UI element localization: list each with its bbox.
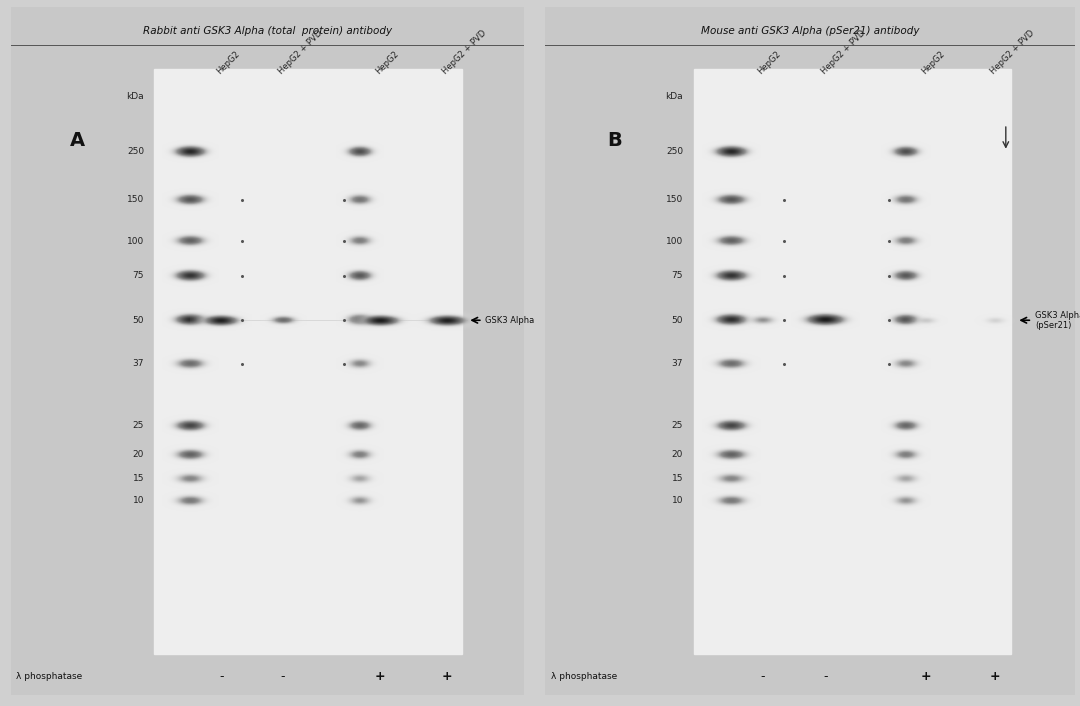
Text: HepG2: HepG2 [756, 49, 783, 76]
Text: HepG2 + PVD: HepG2 + PVD [989, 28, 1037, 76]
Text: 150: 150 [127, 196, 145, 204]
Text: 25: 25 [672, 421, 683, 430]
Text: HepG2 + PVD: HepG2 + PVD [441, 28, 488, 76]
Text: +: + [375, 669, 386, 683]
Text: -: - [281, 669, 285, 683]
Text: +: + [442, 669, 453, 683]
Text: λ phosphatase: λ phosphatase [551, 671, 617, 681]
Text: 25: 25 [133, 421, 145, 430]
Text: HepG2: HepG2 [374, 49, 401, 76]
Text: kDa: kDa [126, 92, 145, 101]
Text: λ phosphatase: λ phosphatase [16, 671, 82, 681]
Text: -: - [219, 669, 224, 683]
Text: 50: 50 [672, 316, 683, 325]
Text: HepG2: HepG2 [920, 49, 947, 76]
Bar [154, 69, 462, 654]
Text: 75: 75 [672, 271, 683, 280]
Text: B: B [607, 131, 622, 150]
Text: HepG2 + PVD: HepG2 + PVD [820, 28, 867, 76]
Text: 100: 100 [665, 237, 683, 246]
Text: kDa: kDa [665, 92, 683, 101]
Text: 15: 15 [133, 474, 145, 483]
Text: 37: 37 [133, 359, 145, 368]
Text: 15: 15 [672, 474, 683, 483]
Text: 250: 250 [666, 147, 683, 156]
Text: 150: 150 [665, 196, 683, 204]
Text: 10: 10 [672, 496, 683, 505]
Text: 75: 75 [133, 271, 145, 280]
Text: -: - [824, 669, 828, 683]
Text: +: + [921, 669, 932, 683]
Text: 100: 100 [127, 237, 145, 246]
Text: 50: 50 [133, 316, 145, 325]
Text: 10: 10 [133, 496, 145, 505]
Text: GSK3 Alpha
(pSer21): GSK3 Alpha (pSer21) [1035, 311, 1080, 330]
Text: Mouse anti GSK3 Alpha (pSer21) antibody: Mouse anti GSK3 Alpha (pSer21) antibody [701, 26, 919, 36]
Text: HepG2 + PVD: HepG2 + PVD [276, 28, 324, 76]
Text: +: + [990, 669, 1000, 683]
Bar [693, 69, 1011, 654]
Text: 20: 20 [133, 450, 145, 459]
Text: HepG2: HepG2 [215, 49, 242, 76]
Text: 250: 250 [127, 147, 145, 156]
Text: GSK3 Alpha: GSK3 Alpha [485, 316, 535, 325]
Text: 37: 37 [672, 359, 683, 368]
Text: A: A [70, 131, 85, 150]
Text: -: - [760, 669, 765, 683]
Text: Rabbit anti GSK3 Alpha (total  protein) antibody: Rabbit anti GSK3 Alpha (total protein) a… [143, 26, 392, 36]
Text: 20: 20 [672, 450, 683, 459]
